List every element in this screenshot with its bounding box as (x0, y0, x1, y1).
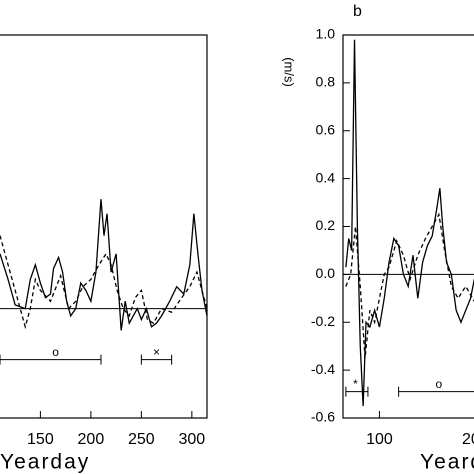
x-tick-label: 200 (462, 431, 474, 448)
period-label: × (153, 345, 160, 359)
series-line (0, 235, 208, 330)
x-tick-label: 200 (78, 431, 105, 448)
panel-title: b (353, 3, 362, 20)
period-label: * (353, 377, 358, 391)
period-label: o (52, 345, 59, 359)
x-tick-label: 150 (27, 431, 54, 448)
y-tick-label: -0.4 (311, 361, 335, 377)
plot-frame (342, 34, 474, 419)
y-tick-label: -0.6 (311, 409, 335, 425)
x-axis-label: Yearday (0, 451, 90, 474)
x-tick-label: 300 (179, 431, 206, 448)
y-axis-label: (m/s) (282, 57, 297, 87)
series-line (0, 199, 208, 331)
x-tick-label: 100 (366, 431, 393, 448)
period-label: o (436, 377, 443, 391)
series-line (345, 212, 474, 359)
y-tick-label: 0.0 (316, 265, 336, 281)
y-tick-label: 0.8 (316, 74, 336, 90)
x-axis-label: Yearday (420, 451, 474, 474)
y-tick-label: 0.6 (316, 121, 336, 137)
x-tick-label: 250 (128, 431, 155, 448)
plot-frame (0, 34, 208, 419)
y-tick-label: 1.0 (316, 26, 336, 42)
y-tick-label: -0.2 (311, 313, 335, 329)
y-tick-label: 0.4 (316, 169, 336, 185)
y-tick-label: 0.2 (316, 217, 336, 233)
